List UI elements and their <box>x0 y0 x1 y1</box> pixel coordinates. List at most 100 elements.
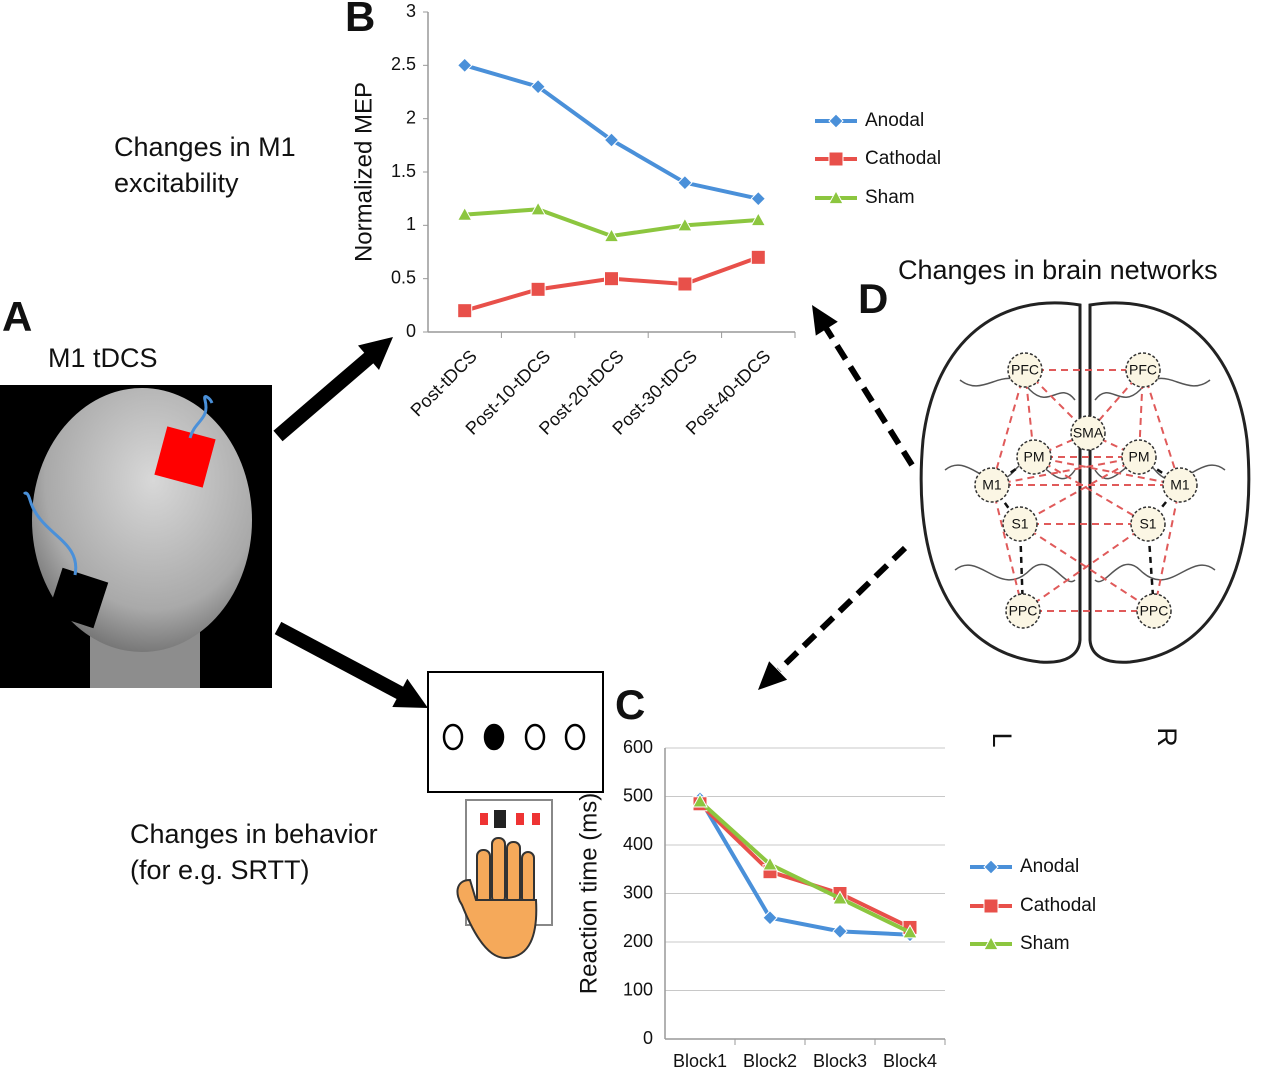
wire <box>188 395 214 439</box>
side-label: R <box>1152 727 1182 747</box>
network-edge <box>990 484 1022 525</box>
y-tick-label: 1 <box>406 214 416 234</box>
marker <box>677 174 693 191</box>
network-node <box>1016 439 1052 475</box>
network-node <box>1130 506 1166 542</box>
x-tick-label: Block3 <box>813 1051 867 1070</box>
y-tick-label: 0 <box>643 1028 653 1048</box>
legend-label: Cathodal <box>865 148 941 169</box>
network-edge <box>1033 456 1149 525</box>
node-label: PFC <box>1129 362 1157 378</box>
arrow-head <box>812 305 838 336</box>
legend-marker <box>983 935 999 951</box>
caption: Changes in behavior <box>130 819 378 849</box>
y-tick-label: 2.5 <box>391 54 416 74</box>
stimulus <box>483 723 505 751</box>
marker <box>456 206 473 221</box>
network: PFC PFC SMA PM PM M1 M1 S1 S1 PPC PPC <box>974 352 1198 629</box>
legend-marker <box>828 151 844 167</box>
y-tick-label: 0 <box>406 321 416 341</box>
hand <box>456 837 538 960</box>
marker <box>530 281 546 297</box>
wire <box>22 491 78 576</box>
network-edge <box>1019 523 1155 612</box>
caption: excitability <box>114 168 239 198</box>
y-tick-label: 500 <box>623 785 653 805</box>
network-node <box>974 467 1010 503</box>
stimulus <box>564 723 586 751</box>
network-edge <box>1142 369 1181 486</box>
network-edge <box>1019 456 1140 525</box>
node-label: SMA <box>1073 425 1104 441</box>
network-node <box>1125 352 1161 388</box>
legend-marker <box>983 898 999 914</box>
node-label: PPC <box>1009 603 1038 619</box>
marker <box>677 276 693 292</box>
legend-marker <box>828 189 844 205</box>
node-label: PPC <box>1140 603 1169 619</box>
network-node <box>1162 467 1198 503</box>
arrow-head <box>758 661 788 690</box>
node-label: M1 <box>1170 477 1190 493</box>
network-node <box>1005 593 1041 629</box>
y-axis-label: Normalized MEP <box>350 82 377 262</box>
y-tick-label: 3 <box>406 1 416 21</box>
key <box>494 810 506 828</box>
legend-label: Sham <box>1020 933 1070 954</box>
panel-label: M1 tDCS <box>48 343 158 373</box>
legend-marker <box>983 859 999 875</box>
panel-letter: A <box>2 293 32 340</box>
stimulus <box>442 723 464 751</box>
legend-marker <box>828 113 844 129</box>
x-tick-label: Block4 <box>883 1051 937 1070</box>
x-tick-label: Post-tDCS <box>407 346 481 420</box>
x-tick-label: Block1 <box>673 1051 727 1070</box>
network-edge <box>1087 432 1140 458</box>
network-node <box>1002 506 1038 542</box>
marker <box>692 793 708 808</box>
x-tick-label: Block2 <box>743 1051 797 1070</box>
caption: Changes in brain networks <box>898 255 1218 285</box>
network-node <box>1121 439 1157 475</box>
marker <box>603 132 620 148</box>
network-edge <box>991 484 1024 612</box>
network-edge <box>991 369 1026 486</box>
series-line <box>464 63 759 201</box>
arrow <box>274 621 406 701</box>
arrow-head <box>358 337 393 370</box>
marker <box>604 271 619 287</box>
brain <box>919 301 1251 664</box>
network-edge <box>1153 484 1181 612</box>
marker <box>762 910 778 926</box>
side-label: L <box>987 732 1017 747</box>
node-label: S1 <box>1139 516 1156 532</box>
marker <box>530 201 546 216</box>
marker <box>456 57 473 74</box>
node-label: PFC <box>1011 362 1039 378</box>
legend-label: Cathodal <box>1020 895 1096 916</box>
key <box>480 813 488 825</box>
marker <box>902 924 918 939</box>
panel-letter: B <box>345 0 375 40</box>
legend-label: Anodal <box>865 110 924 131</box>
marker <box>832 923 848 940</box>
network-edge <box>991 456 1140 486</box>
network-edge <box>1033 456 1181 486</box>
node-label: M1 <box>982 477 1002 493</box>
arrow-head <box>392 678 428 708</box>
anode-electrode <box>154 426 216 488</box>
marker <box>832 890 848 905</box>
node-label: PM <box>1129 449 1150 465</box>
dashed-arrow <box>823 326 915 467</box>
node-label: S1 <box>1011 516 1028 532</box>
y-axis-label: Reaction time (ms) <box>575 793 602 994</box>
network-edge <box>1147 484 1181 525</box>
stimulus <box>524 723 546 751</box>
chart: 0 100 200 300 400 500 600 Reaction time (ms) Blo… <box>575 737 1096 1071</box>
dashed-arrow <box>776 545 908 673</box>
marker <box>762 856 778 871</box>
network-edge <box>991 455 1035 487</box>
network-node <box>1136 593 1172 629</box>
